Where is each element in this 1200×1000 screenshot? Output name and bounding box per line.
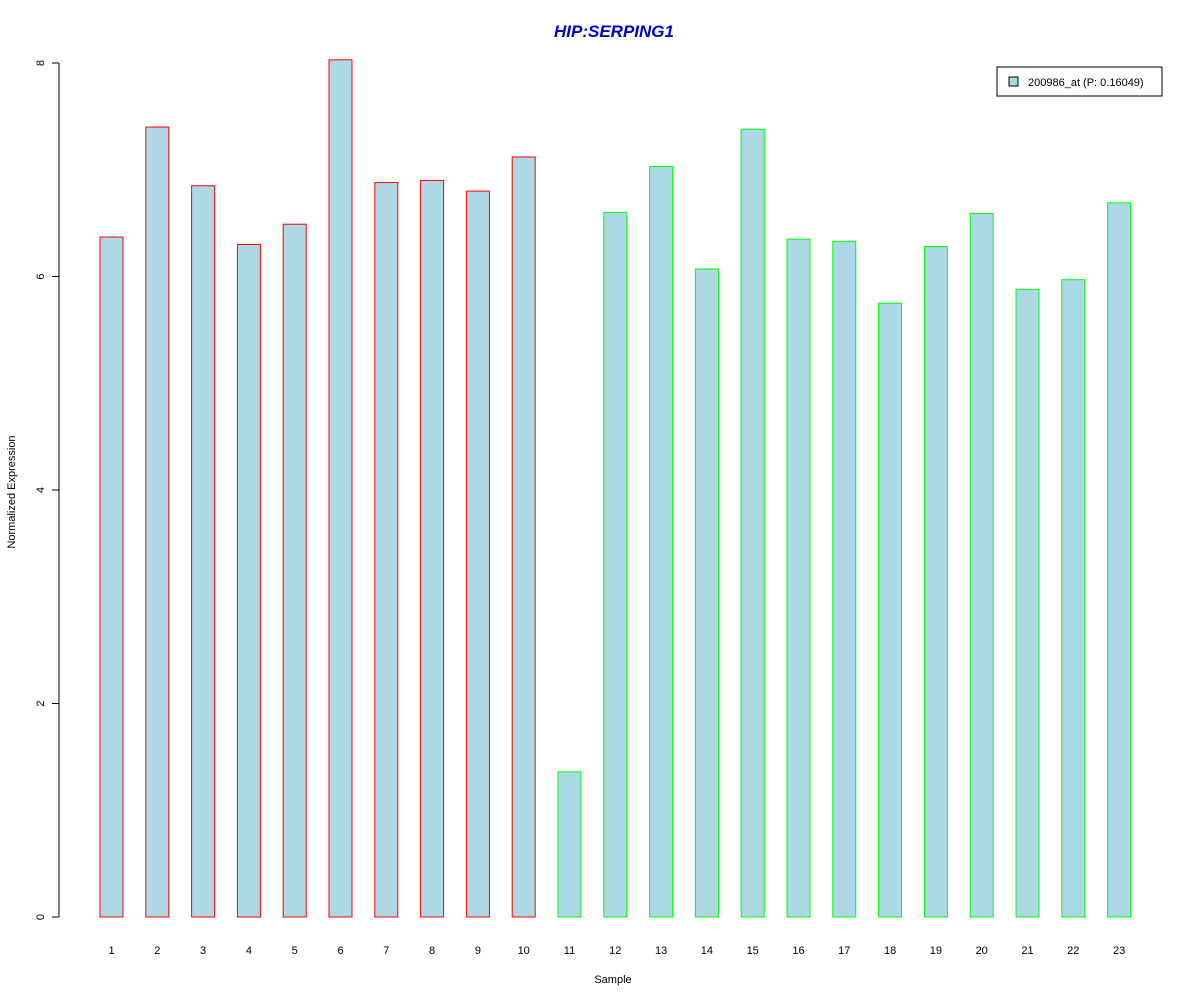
x-axis-tick-label: 22	[1067, 945, 1079, 957]
legend-swatch	[1008, 76, 1019, 87]
x-axis-tick-label: 8	[429, 945, 435, 957]
x-axis-tick-label: 7	[383, 945, 389, 957]
x-axis-tick-label: 17	[838, 945, 850, 957]
bar-sample-1	[99, 236, 124, 918]
y-axis-tick-label: 4	[35, 487, 47, 493]
x-axis-tick-label: 19	[930, 945, 942, 957]
x-axis-tick-label: 10	[518, 945, 530, 957]
x-axis-tick-label: 16	[792, 945, 804, 957]
x-axis-tick-label: 21	[1021, 945, 1033, 957]
legend-label: 200986_at (P: 0.16049)	[1028, 77, 1144, 89]
x-axis-tick-label: 6	[337, 945, 343, 957]
bar-sample-21	[1015, 288, 1040, 918]
legend-box	[996, 66, 1163, 97]
x-axis-tick-label: 5	[292, 945, 298, 957]
x-axis-tick-label: 9	[475, 945, 481, 957]
x-axis-tick-label: 4	[246, 945, 252, 957]
bar-sample-10	[511, 156, 536, 918]
bar-sample-20	[969, 213, 994, 918]
x-axis-tick-label: 13	[655, 945, 667, 957]
bar-sample-22	[1061, 279, 1086, 918]
y-axis-tick-label: 6	[35, 273, 47, 279]
bar-sample-14	[694, 268, 719, 918]
y-axis-ticks: 0 2 4 6 8	[35, 60, 59, 920]
bar-sample-17	[832, 240, 857, 918]
bar-sample-3	[191, 185, 216, 918]
bar-sample-5	[282, 223, 307, 918]
bar-sample-23	[1107, 202, 1132, 918]
y-axis-tick-label: 8	[35, 60, 47, 66]
x-axis-tick-label: 23	[1113, 945, 1125, 957]
bar-sample-18	[878, 302, 903, 918]
chart-title: HIP:SERPING1	[554, 22, 674, 41]
bar-sample-9	[465, 190, 490, 918]
x-axis-tick-label: 15	[747, 945, 759, 957]
x-axis-tick-label: 3	[200, 945, 206, 957]
bar-sample-8	[420, 179, 445, 918]
x-axis-label: Sample	[594, 974, 631, 986]
x-axis-tick-label: 2	[154, 945, 160, 957]
bar-sample-11	[557, 771, 582, 918]
x-axis-tick-labels: 1 2 3 4 5 6 7 8 9 10 11 12 13 14 15 16 17 18 19 20 21 22 23	[108, 945, 1125, 957]
y-axis-tick-label: 0	[35, 914, 47, 920]
bar-sample-6	[328, 59, 353, 918]
x-axis-tick-label: 11	[564, 945, 575, 957]
legend: 200986_at (P: 0.16049)	[996, 66, 1163, 97]
bar-sample-15	[740, 128, 765, 918]
x-axis-tick-label: 1	[108, 945, 114, 957]
bar-sample-19	[923, 246, 948, 918]
x-axis-tick-label: 20	[976, 945, 988, 957]
x-axis-tick-label: 18	[884, 945, 896, 957]
bar-sample-4	[236, 243, 261, 918]
bar-sample-12	[603, 211, 628, 918]
y-axis-label: Normalized Expression	[6, 435, 18, 548]
bar-sample-16	[786, 238, 811, 918]
y-axis-tick-label: 2	[35, 700, 47, 706]
bar-sample-7	[374, 182, 399, 918]
bar-sample-13	[649, 166, 674, 918]
bars	[99, 59, 1132, 918]
bar-sample-2	[145, 126, 170, 918]
x-axis-tick-label: 14	[701, 945, 713, 957]
x-axis-tick-label: 12	[609, 945, 621, 957]
